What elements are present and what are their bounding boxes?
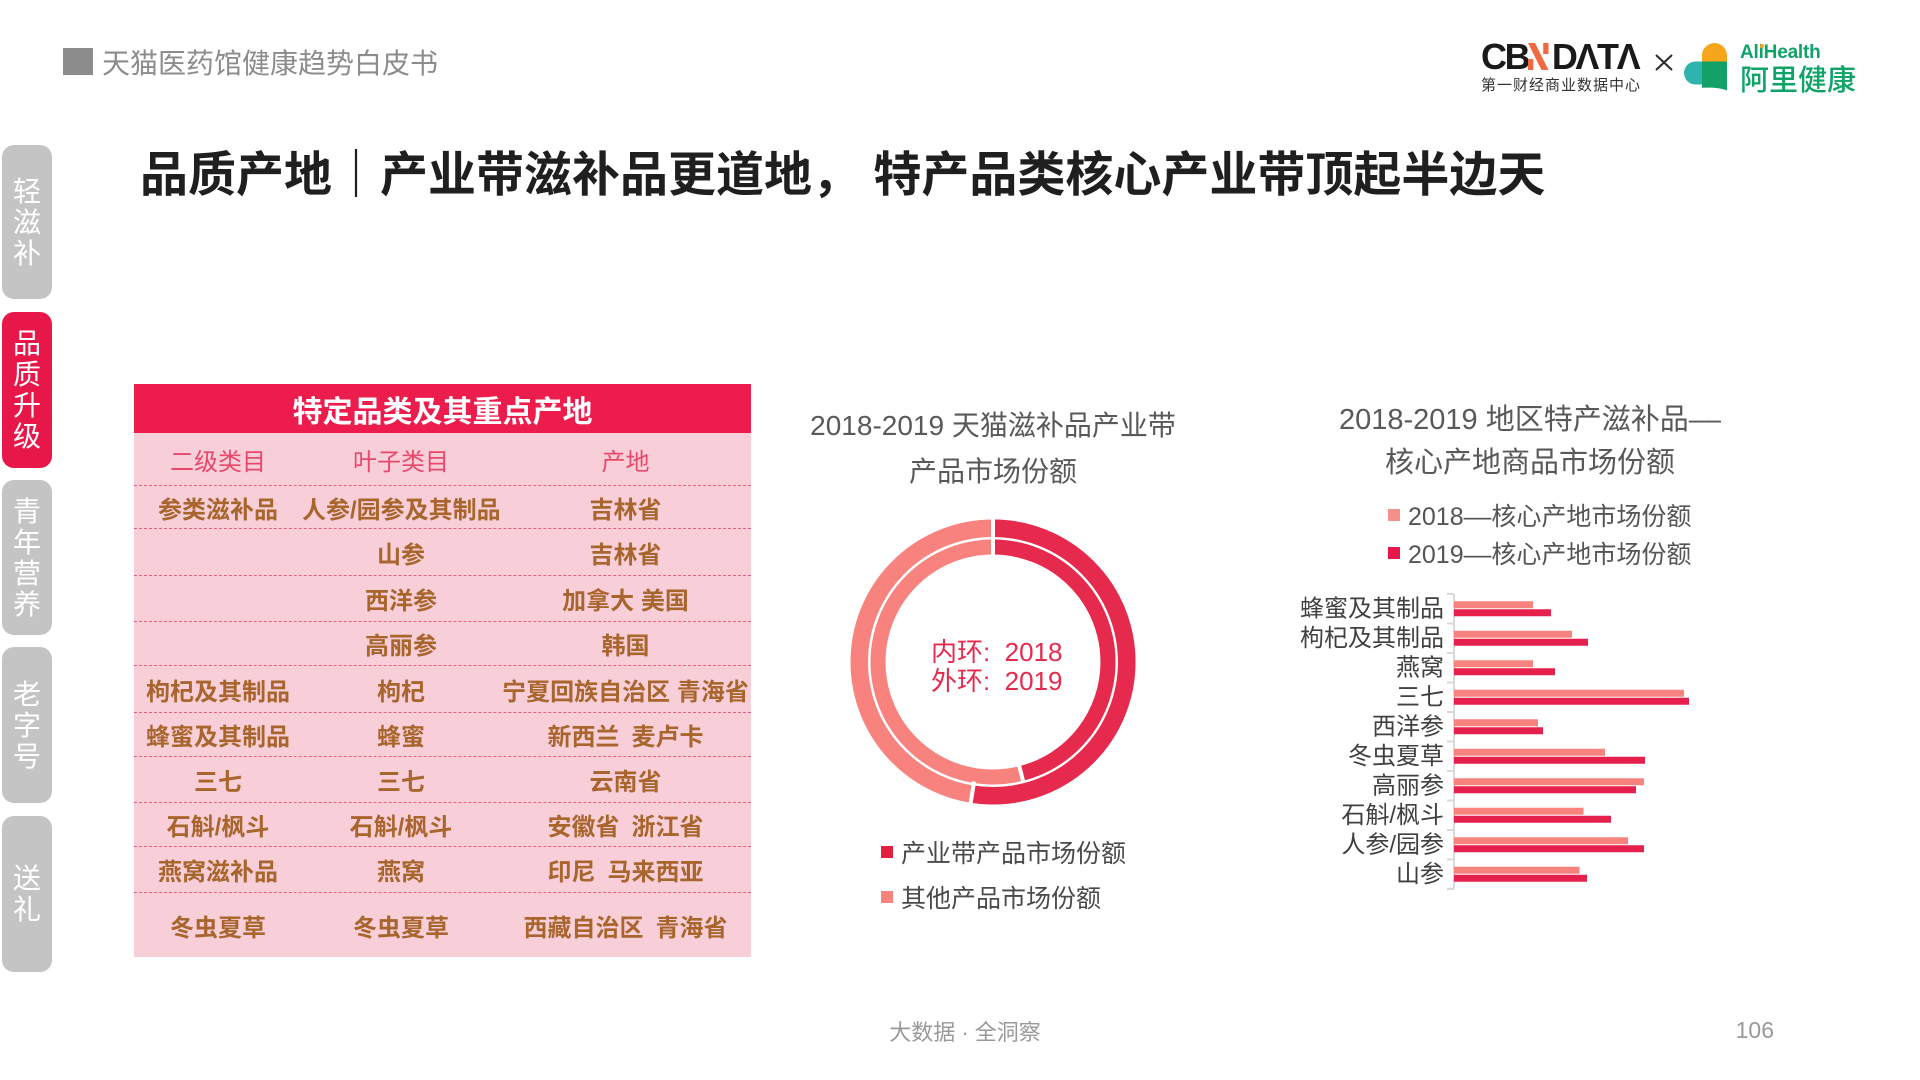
svg-text:枸杞及其制品: 枸杞及其制品 <box>1300 625 1444 652</box>
svg-text:蜂蜜及其制品: 蜂蜜及其制品 <box>1300 595 1444 622</box>
svg-text:高丽参: 高丽参 <box>1372 772 1444 799</box>
svg-text:石斛/枫斗: 石斛/枫斗 <box>1341 802 1444 829</box>
svg-text:西洋参: 西洋参 <box>1372 713 1444 740</box>
svg-text:燕窝: 燕窝 <box>1396 654 1444 681</box>
svg-text:三七: 三七 <box>1396 684 1444 711</box>
svg-text:人参/园参: 人参/园参 <box>1341 831 1444 858</box>
svg-text:山参: 山参 <box>1396 861 1444 888</box>
svg-text:冬虫夏草: 冬虫夏草 <box>1348 743 1444 770</box>
